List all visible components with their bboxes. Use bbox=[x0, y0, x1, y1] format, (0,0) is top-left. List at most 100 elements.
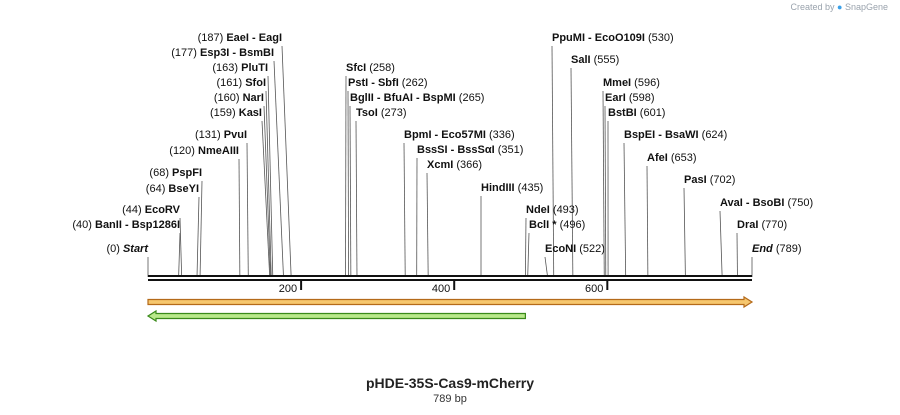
site-leader-line bbox=[403, 142, 406, 278]
site-leader-line bbox=[604, 105, 607, 278]
site-leader-line bbox=[263, 105, 271, 278]
site-position: (435) bbox=[515, 182, 544, 194]
site-position: (40) bbox=[72, 219, 95, 231]
site-label[interactable]: BclI * (496) bbox=[529, 219, 585, 231]
enzyme-name: PvuI bbox=[224, 129, 247, 141]
site-label[interactable]: SfcI (258) bbox=[346, 62, 395, 74]
site-label[interactable]: BglII - BfuAI - BspMI (265) bbox=[350, 92, 484, 104]
site-leader-line bbox=[646, 165, 649, 278]
enzyme-name: NmeAIII bbox=[198, 145, 239, 157]
site-label[interactable]: BpmI - Eco57MI (336) bbox=[404, 129, 515, 141]
enzyme-name: PstI bbox=[348, 77, 368, 89]
site-label[interactable]: NdeI (493) bbox=[526, 204, 579, 216]
enzyme-name: DraI bbox=[737, 219, 758, 231]
site-position: (653) bbox=[668, 152, 697, 164]
enzyme-name: PpuMI bbox=[552, 32, 585, 44]
site-label[interactable]: (187) EaeI - EagI bbox=[198, 32, 282, 44]
site-label[interactable]: (68) PspFI bbox=[149, 167, 202, 179]
site-label[interactable]: PpuMI - EcoO109I (530) bbox=[552, 32, 674, 44]
enzyme-name: TsoI bbox=[356, 107, 378, 119]
site-position: (496) bbox=[557, 219, 586, 231]
site-label[interactable]: BssSI - BssSαI (351) bbox=[417, 144, 523, 156]
enzyme-name: BssSαI bbox=[457, 144, 494, 156]
site-label[interactable]: PstI - SbfI (262) bbox=[348, 77, 428, 89]
site-position: (530) bbox=[645, 32, 674, 44]
ruler-tick-label: 200 bbox=[279, 283, 297, 295]
snapgene-logo-icon: ● bbox=[837, 2, 843, 12]
site-label[interactable]: HindIII (435) bbox=[481, 182, 543, 194]
site-leader-line bbox=[602, 90, 605, 278]
site-leader-line bbox=[196, 196, 200, 278]
site-label[interactable]: MmeI (596) bbox=[603, 77, 660, 89]
site-position: (163) bbox=[212, 62, 241, 74]
site-label[interactable]: BstBI (601) bbox=[608, 107, 665, 119]
enzyme-name: BspEI bbox=[624, 129, 655, 141]
site-leader-line bbox=[551, 45, 555, 278]
site-label[interactable]: (163) PluTI bbox=[212, 62, 268, 74]
site-position: (702) bbox=[707, 174, 736, 186]
site-position: (131) bbox=[195, 129, 224, 141]
site-label[interactable]: (44) EcoRV bbox=[122, 204, 181, 216]
enzyme-name: EcoNI bbox=[545, 243, 576, 255]
site-label[interactable]: DraI (770) bbox=[737, 219, 787, 231]
site-label[interactable]: XcmI (366) bbox=[427, 159, 482, 171]
site-leader-line bbox=[544, 256, 549, 278]
site-label[interactable]: AfeI (653) bbox=[647, 152, 697, 164]
enzyme-name: AfeI bbox=[647, 152, 668, 164]
site-position: (624) bbox=[699, 129, 728, 141]
snapgene-brand: SnapGene bbox=[844, 2, 888, 12]
enzyme-name: Start bbox=[123, 243, 149, 255]
site-position: (64) bbox=[146, 183, 169, 195]
site-label[interactable]: EarI (598) bbox=[605, 92, 655, 104]
orange-feature-arrow[interactable] bbox=[147, 295, 754, 309]
enzyme-name: BsmBI bbox=[239, 47, 274, 59]
site-position: (177) bbox=[171, 47, 200, 59]
site-position: (258) bbox=[366, 62, 395, 74]
site-label[interactable]: EcoNI (522) bbox=[545, 243, 605, 255]
site-leader-line bbox=[265, 90, 272, 278]
site-label[interactable]: (177) Esp3I - BsmBI bbox=[171, 47, 274, 59]
site-position: (187) bbox=[198, 32, 227, 44]
site-leader-line bbox=[281, 45, 292, 278]
enzyme-name: MmeI bbox=[603, 77, 631, 89]
site-separator: - bbox=[249, 32, 259, 44]
enzyme-name: NarI bbox=[243, 92, 264, 104]
site-separator: - bbox=[432, 129, 442, 141]
enzyme-name: End bbox=[752, 243, 773, 255]
site-position: (770) bbox=[758, 219, 787, 231]
site-leader-line bbox=[238, 158, 241, 278]
enzyme-name: EarI bbox=[605, 92, 626, 104]
site-leader-line bbox=[426, 172, 429, 278]
site-label[interactable]: (161) SfoI bbox=[216, 77, 266, 89]
site-position: (598) bbox=[626, 92, 655, 104]
site-position: (0) bbox=[106, 243, 123, 255]
site-leader-line bbox=[267, 75, 274, 278]
site-leader-line bbox=[355, 120, 358, 278]
site-label[interactable]: BspEI - BsaWI (624) bbox=[624, 129, 727, 141]
site-label[interactable]: SalI (555) bbox=[571, 54, 619, 66]
enzyme-name: EaeI bbox=[226, 32, 249, 44]
site-label[interactable]: End (789) bbox=[752, 243, 802, 255]
site-leader-line bbox=[683, 187, 686, 278]
site-position: (44) bbox=[122, 204, 145, 216]
site-leader-line bbox=[623, 142, 627, 278]
enzyme-name: SfcI bbox=[346, 62, 366, 74]
site-label[interactable]: (160) NarI bbox=[214, 92, 264, 104]
enzyme-name: SalI bbox=[571, 54, 591, 66]
site-label[interactable]: PasI (702) bbox=[684, 174, 735, 186]
created-by-text: Created by bbox=[790, 2, 835, 12]
site-label[interactable]: (159) KasI bbox=[210, 107, 262, 119]
site-label[interactable]: (64) BseYI bbox=[146, 183, 199, 195]
enzyme-name: HindIII bbox=[481, 182, 515, 194]
site-leader-line bbox=[246, 142, 249, 278]
site-label[interactable]: AvaI - BsoBI (750) bbox=[720, 197, 813, 209]
site-label[interactable]: (40) BanII - Bsp1286I bbox=[72, 219, 180, 231]
sequence-length: 789 bp bbox=[433, 393, 467, 405]
site-leader-line bbox=[179, 217, 183, 278]
site-position: (493) bbox=[550, 204, 579, 216]
site-label[interactable]: (131) PvuI bbox=[195, 129, 247, 141]
site-label[interactable]: (120) NmeAIII bbox=[169, 145, 239, 157]
site-label[interactable]: (0) Start bbox=[106, 243, 149, 255]
site-label[interactable]: TsoI (273) bbox=[356, 107, 407, 119]
green-feature-arrow[interactable] bbox=[146, 309, 527, 323]
